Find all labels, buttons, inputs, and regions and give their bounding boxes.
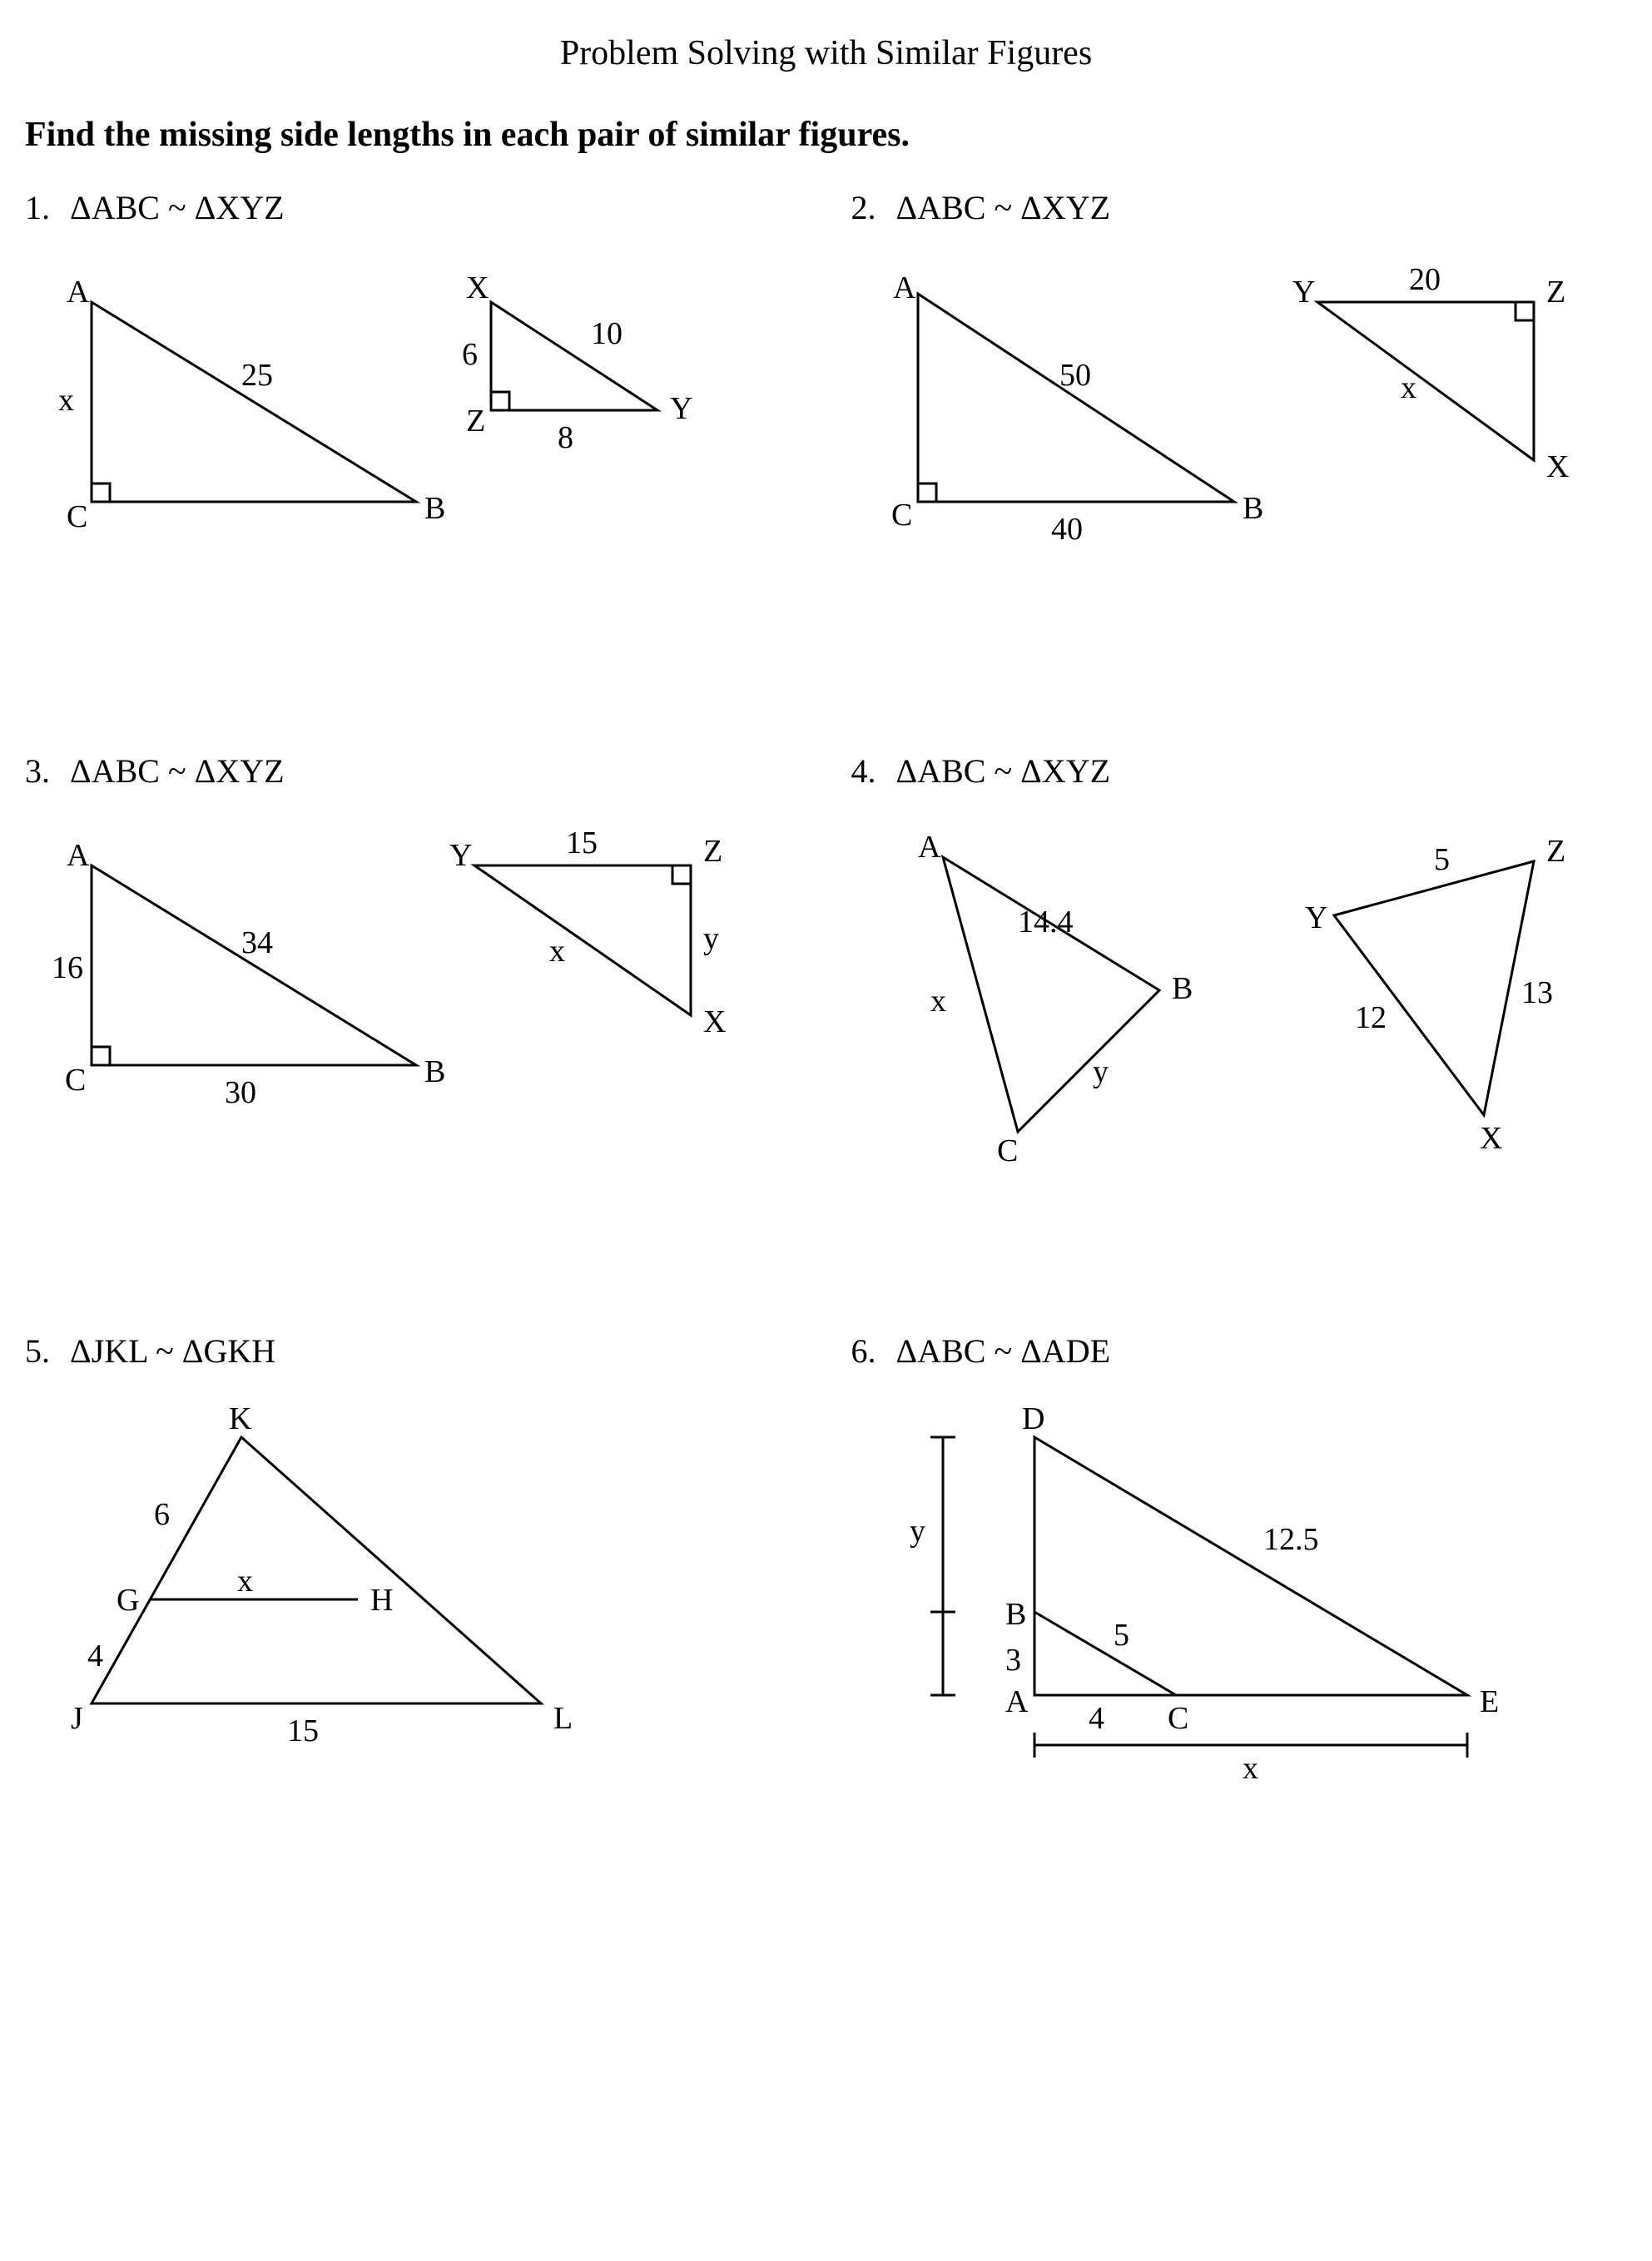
- vertex-Y: Y: [1292, 275, 1315, 310]
- vertex-X: X: [1546, 449, 1569, 484]
- side-3: 3: [1005, 1643, 1021, 1678]
- vertex-Z: Z: [1546, 834, 1565, 869]
- vertex-X: X: [1480, 1121, 1502, 1156]
- vertex-Z: Z: [703, 834, 722, 869]
- vertex-A: A: [67, 275, 90, 310]
- side-y: y: [703, 921, 719, 956]
- side-y: y: [1093, 1054, 1109, 1089]
- vertex-Y: Y: [1305, 900, 1327, 935]
- problem-number: 1.: [25, 188, 50, 227]
- vertex-C: C: [1168, 1701, 1188, 1736]
- problem-number: 2.: [851, 188, 876, 227]
- problem-5: 5. ΔJKL ~ ΔGKH K G H J L 6 x 4 15: [25, 1331, 801, 1778]
- similarity-relation: ΔABC ~ ΔXYZ: [70, 188, 285, 227]
- vertex-X: X: [703, 1004, 726, 1039]
- vertex-E: E: [1480, 1684, 1499, 1719]
- side-30: 30: [225, 1075, 256, 1110]
- vertex-B: B: [1005, 1597, 1026, 1632]
- side-25: 25: [241, 358, 273, 393]
- vertex-J: J: [71, 1701, 83, 1736]
- instructions: Find the missing side lengths in each pa…: [25, 115, 1627, 155]
- vertex-C: C: [891, 498, 912, 533]
- side-15: 15: [287, 1713, 319, 1745]
- vertex-B: B: [1243, 491, 1263, 526]
- figure-1: A B C x 25 X Y Z 6 10 8: [25, 252, 774, 585]
- problem-1: 1. ΔABC ~ ΔXYZ A B C x 25 X Y Z 6 10 8: [25, 188, 801, 585]
- side-15: 15: [566, 826, 598, 860]
- side-14.4: 14.4: [1018, 905, 1074, 940]
- similarity-relation: ΔABC ~ ΔXYZ: [896, 188, 1111, 227]
- side-x: x: [549, 934, 565, 969]
- side-20: 20: [1409, 262, 1441, 297]
- side-x: x: [930, 984, 946, 1019]
- vertex-C: C: [65, 1063, 86, 1098]
- side-5: 5: [1114, 1618, 1129, 1653]
- vertex-B: B: [1172, 971, 1193, 1006]
- side-50: 50: [1059, 358, 1091, 393]
- figure-5: K G H J L 6 x 4 15: [25, 1396, 774, 1745]
- side-12: 12: [1355, 1000, 1387, 1035]
- side-16: 16: [52, 950, 83, 985]
- figure-3: A B C 16 34 30 Y Z X 15 x y: [25, 816, 774, 1148]
- similarity-relation: ΔABC ~ ΔADE: [896, 1331, 1111, 1371]
- vertex-Y: Y: [449, 838, 472, 873]
- side-34: 34: [241, 925, 273, 960]
- problem-number: 5.: [25, 1331, 50, 1371]
- vertex-Z: Z: [1546, 275, 1565, 310]
- side-x: x: [1401, 370, 1416, 405]
- vertex-L: L: [553, 1701, 573, 1736]
- side-8: 8: [558, 420, 573, 455]
- problem-3: 3. ΔABC ~ ΔXYZ A B C 16 34 30 Y Z X 15 x…: [25, 751, 801, 1165]
- vertex-C: C: [67, 499, 87, 534]
- problem-number: 4.: [851, 751, 876, 791]
- similarity-relation: ΔABC ~ ΔXYZ: [70, 751, 285, 791]
- side-6: 6: [462, 337, 478, 372]
- vertex-A: A: [1005, 1684, 1029, 1719]
- vertex-C: C: [997, 1133, 1018, 1165]
- vertex-D: D: [1022, 1401, 1044, 1436]
- problem-2: 2. ΔABC ~ ΔXYZ A B C 50 40 Y Z X 20 x: [851, 188, 1628, 585]
- vertex-A: A: [893, 270, 916, 305]
- side-10: 10: [591, 316, 623, 351]
- problem-4: 4. ΔABC ~ ΔXYZ A B C 14.4 x y Y Z X 5 12…: [851, 751, 1628, 1165]
- vertex-B: B: [424, 1054, 445, 1089]
- vertex-Y: Y: [670, 391, 692, 426]
- side-6: 6: [154, 1497, 170, 1532]
- problem-number: 6.: [851, 1331, 876, 1371]
- vertex-H: H: [370, 1583, 393, 1618]
- figure-6: D B A C E 12.5 5 3 4 y x: [851, 1396, 1600, 1778]
- similarity-relation: ΔJKL ~ ΔGKH: [70, 1331, 275, 1371]
- vertex-K: K: [229, 1401, 252, 1436]
- vertex-X: X: [466, 270, 489, 305]
- bracket-y: y: [910, 1514, 925, 1549]
- side-4: 4: [1089, 1701, 1104, 1736]
- vertex-A: A: [67, 838, 90, 873]
- figure-2: A B C 50 40 Y Z X 20 x: [851, 252, 1600, 585]
- side-40: 40: [1051, 512, 1083, 547]
- problems-grid: 1. ΔABC ~ ΔXYZ A B C x 25 X Y Z 6 10 8 2…: [25, 188, 1627, 1778]
- vertex-B: B: [424, 491, 445, 526]
- problem-number: 3.: [25, 751, 50, 791]
- side-x: x: [237, 1564, 253, 1599]
- side-13: 13: [1521, 975, 1553, 1010]
- similarity-relation: ΔABC ~ ΔXYZ: [896, 751, 1111, 791]
- vertex-G: G: [117, 1583, 139, 1618]
- figure-4: A B C 14.4 x y Y Z X 5 12 13: [851, 816, 1600, 1165]
- side-4: 4: [87, 1639, 103, 1673]
- page-title: Problem Solving with Similar Figures: [25, 33, 1627, 73]
- problem-6: 6. ΔABC ~ ΔADE D B A C E 12.5 5 3 4 y: [851, 1331, 1628, 1778]
- bracket-x: x: [1243, 1751, 1258, 1778]
- side-12.5: 12.5: [1263, 1522, 1319, 1557]
- side-x: x: [58, 383, 74, 418]
- vertex-Z: Z: [466, 404, 485, 439]
- vertex-A: A: [918, 830, 941, 865]
- side-5: 5: [1434, 842, 1450, 877]
